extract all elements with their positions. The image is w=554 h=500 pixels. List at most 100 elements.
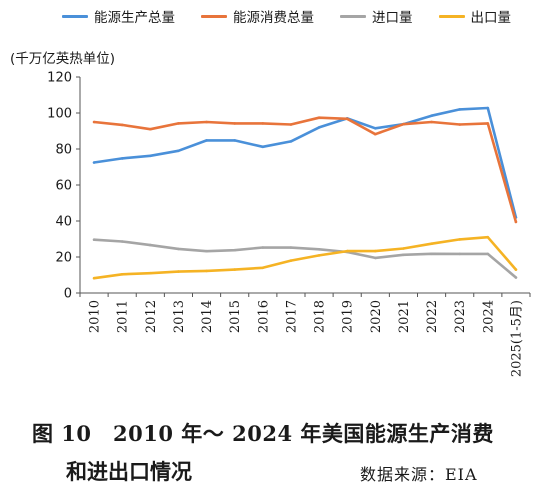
legend-swatch-imports xyxy=(340,14,366,18)
data-point-series-0 xyxy=(261,145,265,149)
data-point-series-1 xyxy=(430,120,433,124)
data-point-series-0 xyxy=(120,157,124,160)
data-point-series-0 xyxy=(205,139,208,142)
data-point-series-2 xyxy=(233,248,236,252)
y-tick-label: 80 xyxy=(55,143,72,158)
data-point-series-2 xyxy=(205,249,208,253)
x-tick-label: 2012 xyxy=(144,300,159,333)
data-point-series-0 xyxy=(374,127,377,130)
data-point-series-1 xyxy=(120,123,124,127)
legend-label-consumption: 能源消费总量 xyxy=(233,10,314,26)
y-tick-label: 0 xyxy=(64,287,72,302)
legend-item-imports: 进口量 xyxy=(340,6,413,26)
data-point-series-3 xyxy=(177,270,180,273)
data-point-series-3 xyxy=(374,249,377,253)
x-tick-label: 2022 xyxy=(425,300,440,333)
data-point-series-1 xyxy=(92,120,96,124)
y-tick-label: 100 xyxy=(47,107,72,122)
data-point-series-2 xyxy=(514,276,518,279)
data-point-series-1 xyxy=(345,117,349,121)
x-tick-label: 2018 xyxy=(313,300,328,333)
x-tick-label: 2011 xyxy=(116,300,131,333)
x-tick-label: 2013 xyxy=(172,300,187,333)
x-tick-label: 2025(1-5月) xyxy=(509,300,524,377)
data-point-series-0 xyxy=(233,139,236,142)
data-point-series-0 xyxy=(92,161,96,164)
x-tick-label: 2024 xyxy=(481,300,496,333)
legend-item-consumption: 能源消费总量 xyxy=(201,6,314,26)
data-point-series-1 xyxy=(233,122,236,125)
legend-label-imports: 进口量 xyxy=(372,10,413,26)
data-point-series-3 xyxy=(402,247,405,250)
data-point-series-2 xyxy=(458,252,462,256)
data-point-series-0 xyxy=(177,149,180,153)
figure-caption-line2: 和进出口情况 xyxy=(66,459,192,484)
data-point-series-2 xyxy=(149,243,152,247)
data-point-series-0 xyxy=(486,106,490,110)
x-tick-label: 2023 xyxy=(453,300,468,333)
data-point-series-3 xyxy=(120,273,124,276)
data-point-series-0 xyxy=(458,108,462,111)
data-point-series-2 xyxy=(177,247,180,251)
data-point-series-2 xyxy=(92,238,96,241)
y-tick-label: 40 xyxy=(55,215,72,230)
y-tick-label: 60 xyxy=(55,179,72,194)
data-point-series-3 xyxy=(458,238,462,241)
data-point-series-2 xyxy=(261,246,265,249)
figure-caption-line1: 图 10 2010 年～ 2024 年美国能源生产消费 xyxy=(32,421,494,446)
x-tick-label: 2017 xyxy=(284,300,299,333)
data-point-series-3 xyxy=(205,269,208,273)
data-point-series-1 xyxy=(374,132,377,136)
data-point-series-1 xyxy=(402,122,405,126)
chart-legend: 能源生产总量 能源消费总量 进口量 出口量 xyxy=(62,6,511,26)
legend-item-exports: 出口量 xyxy=(438,6,512,26)
series-line-1 xyxy=(92,116,518,224)
data-point-series-2 xyxy=(402,253,405,257)
legend-swatch-production xyxy=(62,14,88,18)
x-tick-label: 2020 xyxy=(369,300,384,333)
data-point-series-1 xyxy=(514,220,518,224)
line-chart: 0 20 40 60 80 100 120 2010 2011 2012 2013 2014 2015 2… xyxy=(47,71,531,377)
data-point-series-3 xyxy=(430,242,433,245)
data-point-series-3 xyxy=(233,268,236,271)
legend-swatch-exports xyxy=(438,14,465,18)
series-line-0 xyxy=(92,106,518,219)
data-point-series-3 xyxy=(289,259,293,262)
data-point-series-1 xyxy=(289,123,293,126)
data-point-series-3 xyxy=(261,266,265,270)
data-point-series-3 xyxy=(92,276,96,280)
x-tick-label: 2016 xyxy=(256,300,271,333)
data-point-series-3 xyxy=(345,249,349,253)
x-tick-label: 2021 xyxy=(397,300,412,333)
data-point-series-0 xyxy=(289,140,293,143)
data-point-series-1 xyxy=(177,122,180,125)
series-line-3 xyxy=(92,235,518,280)
data-point-series-2 xyxy=(486,252,490,256)
data-source: 数据来源：EIA xyxy=(360,465,478,484)
legend-item-production: 能源生产总量 xyxy=(62,6,175,26)
data-point-series-0 xyxy=(430,114,433,117)
x-tick-label: 2010 xyxy=(88,300,103,333)
data-point-series-3 xyxy=(317,254,321,257)
data-point-series-0 xyxy=(317,126,321,129)
data-point-series-3 xyxy=(486,235,490,239)
series-line-2 xyxy=(92,238,518,279)
data-point-series-0 xyxy=(149,154,152,158)
legend-label-production: 能源生产总量 xyxy=(94,10,175,26)
legend-label-exports: 出口量 xyxy=(470,10,512,26)
data-point-series-3 xyxy=(149,271,152,275)
data-point-series-1 xyxy=(486,122,490,125)
data-point-series-2 xyxy=(120,240,124,243)
data-point-series-1 xyxy=(261,122,265,125)
data-point-series-1 xyxy=(205,120,208,124)
x-tick-label: 2014 xyxy=(200,300,215,333)
legend-swatch-consumption xyxy=(201,14,227,18)
y-tick-label: 120 xyxy=(47,71,72,86)
data-point-series-2 xyxy=(289,246,293,249)
data-point-series-1 xyxy=(317,116,321,119)
data-point-series-2 xyxy=(317,248,321,251)
data-point-series-1 xyxy=(149,127,152,131)
x-tick-label: 2015 xyxy=(228,300,243,333)
data-point-series-3 xyxy=(514,268,518,271)
y-tick-label: 20 xyxy=(55,251,72,266)
